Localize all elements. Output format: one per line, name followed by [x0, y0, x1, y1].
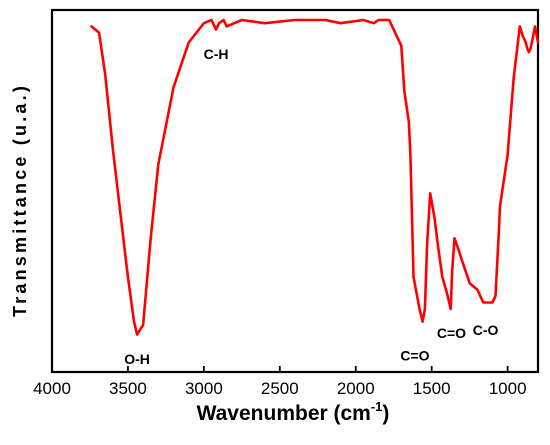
annotation-3: C=O	[437, 325, 466, 341]
peak-annotations: O-H C-H C=O C=O C-O	[124, 46, 498, 367]
x-axis-title-close: )	[382, 402, 389, 425]
series-group	[90, 18, 540, 336]
x-tick-label-1500: 1500	[413, 379, 451, 398]
annotation-0: O-H	[124, 351, 150, 367]
x-axis-title: Wavenumber (cm-1)	[197, 399, 390, 425]
x-tick-label-2000: 2000	[337, 379, 375, 398]
x-tick-label-3500: 3500	[109, 379, 147, 398]
plot-frame	[50, 8, 540, 374]
x-tick-label-1000: 1000	[489, 379, 527, 398]
annotation-2: C=O	[400, 348, 429, 364]
x-axis-title-main: Wavenumber (cm	[197, 402, 371, 425]
transmittance-line-0	[90, 18, 540, 336]
x-axis-title-superscript: -1	[371, 399, 383, 414]
annotation-4: C-O	[473, 322, 499, 338]
x-tick-label-3000: 3000	[185, 379, 223, 398]
x-axis-ticks	[51, 366, 509, 372]
x-axis-tick-labels: 4000 3500 3000 2500 2000 1500 1000	[33, 379, 526, 398]
x-tick-label-2500: 2500	[261, 379, 299, 398]
annotation-1: C-H	[204, 46, 229, 62]
x-tick-label-4000: 4000	[33, 379, 71, 398]
y-axis-title: Transmittance (u.a.)	[10, 83, 30, 317]
